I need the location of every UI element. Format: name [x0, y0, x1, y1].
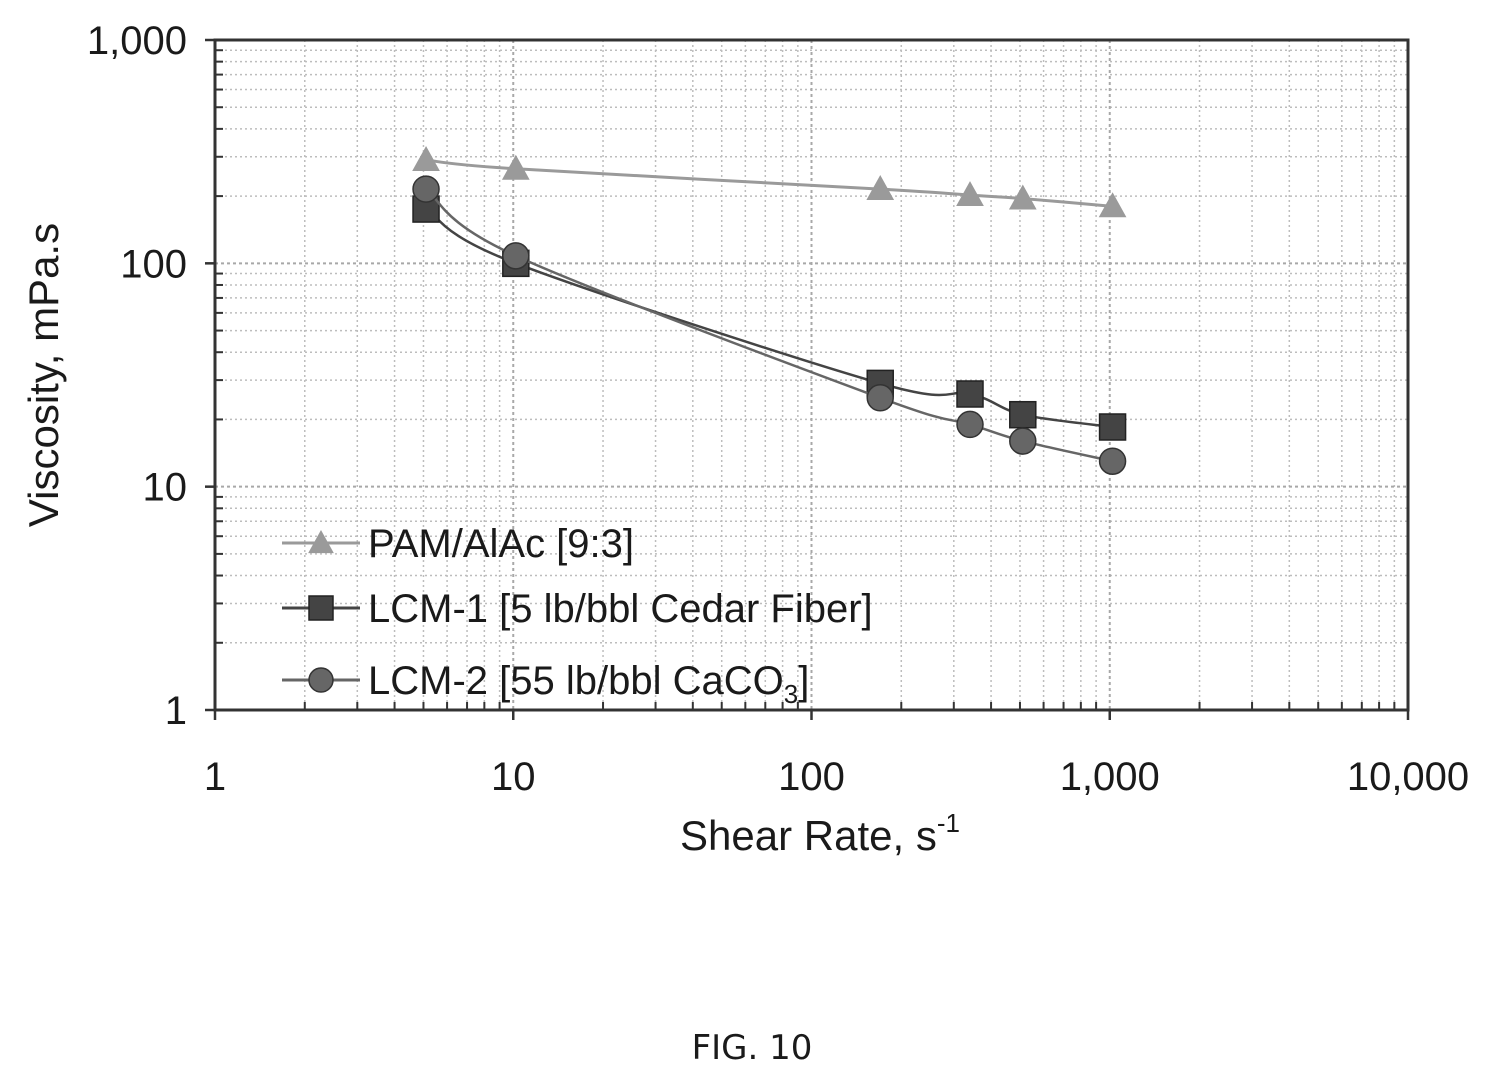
x-tick-label: 1	[204, 755, 226, 799]
axes: 1 10 100 1,000 10,000 1 10 100 1,000	[87, 19, 1469, 799]
data-point-square	[308, 595, 334, 621]
legend-label: LCM-1 [5 lb/bbl Cedar Fiber]	[368, 587, 873, 631]
data-point-circle	[866, 384, 894, 412]
series-3	[412, 175, 1127, 475]
viscosity-chart: 1 10 100 1,000 10,000 1 10 100 1,000 PAM/AlAc [9…	[20, 19, 1469, 859]
data-point-triangle	[1008, 184, 1037, 210]
legend-label-text: PAM/AlAc [9:3]	[368, 522, 634, 566]
y-axis-title: Viscosity, mPa.s	[20, 223, 67, 527]
data-point-square	[1009, 400, 1037, 429]
legend-label: LCM-2 [55 lb/bbl CaCO3]	[368, 659, 809, 709]
legend-item-1: PAM/AlAc [9:3]	[282, 522, 634, 566]
data-point-square	[956, 380, 984, 408]
x-axis-title: Shear Rate, s-1	[680, 808, 960, 859]
series-line	[425, 207, 1113, 429]
y-tick-label: 1	[165, 689, 187, 733]
data-point-circle	[956, 410, 984, 439]
data-point-circle	[1098, 447, 1127, 475]
x-axis-title-superscript: -1	[937, 808, 960, 838]
data-point-triangle	[308, 529, 334, 554]
data-point-circle	[1009, 427, 1037, 455]
legend-label-subscript: 3	[784, 679, 798, 709]
data-point-circle	[502, 242, 530, 270]
legend-label-text: LCM-1 [5 lb/bbl Cedar Fiber]	[368, 587, 873, 631]
data-point-circle	[308, 667, 334, 693]
data-point-circle	[412, 175, 440, 203]
data-point-triangle	[866, 175, 895, 200]
legend-item-2: LCM-1 [5 lb/bbl Cedar Fiber]	[282, 587, 873, 631]
series-2	[412, 195, 1127, 441]
series-1	[412, 146, 1127, 218]
y-tick-label: 1,000	[87, 19, 187, 63]
data-point-triangle	[501, 154, 530, 180]
data-point-triangle	[956, 181, 984, 207]
legend-label-end: ]	[798, 659, 809, 703]
series-line	[425, 158, 1113, 208]
x-axis-title-main: Shear Rate, s	[680, 812, 937, 859]
data-point-triangle	[1098, 192, 1127, 218]
data-point-square	[412, 195, 440, 223]
data-series	[412, 146, 1127, 475]
x-tick-label: 10	[491, 755, 536, 799]
legend: PAM/AlAc [9:3] LCM-1 [5 lb/bbl Cedar Fibe…	[282, 522, 873, 709]
y-tick-label: 10	[143, 466, 188, 510]
data-point-triangle	[412, 146, 440, 171]
legend-label: PAM/AlAc [9:3]	[368, 522, 634, 566]
legend-label-text: LCM-2 [55 lb/bbl CaCO	[368, 659, 784, 703]
data-point-square	[1098, 413, 1127, 441]
x-tick-label: 1,000	[1060, 755, 1160, 799]
figure-caption: FIG. 10	[691, 1028, 813, 1068]
x-tick-label: 100	[778, 755, 845, 799]
legend-item-3: LCM-2 [55 lb/bbl CaCO3]	[282, 659, 809, 709]
grid-lines	[214, 39, 1409, 711]
y-tick-label: 100	[120, 242, 187, 286]
x-tick-label: 10,000	[1347, 755, 1469, 799]
